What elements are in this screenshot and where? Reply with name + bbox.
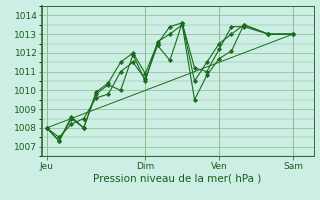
X-axis label: Pression niveau de la mer( hPa ): Pression niveau de la mer( hPa ) (93, 173, 262, 183)
